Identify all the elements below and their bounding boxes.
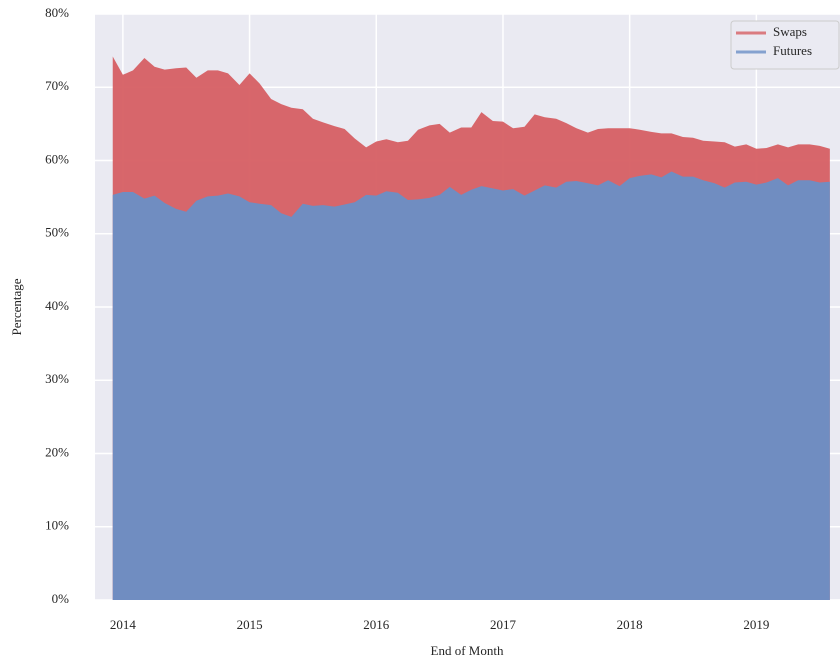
y-tick-label: 70% <box>45 78 69 93</box>
x-tick-label: 2018 <box>617 617 643 632</box>
y-tick-label: 80% <box>45 5 69 20</box>
y-tick-label: 30% <box>45 371 69 386</box>
y-tick-label: 50% <box>45 225 69 240</box>
x-axis-label: End of Month <box>431 643 504 658</box>
x-tick-label: 2019 <box>743 617 769 632</box>
y-tick-label: 20% <box>45 444 69 459</box>
legend-label: Swaps <box>773 24 807 39</box>
area <box>112 171 830 601</box>
y-tick-label: 40% <box>45 298 69 313</box>
x-tick-label: 2015 <box>237 617 263 632</box>
y-tick-label: 60% <box>45 151 69 166</box>
x-tick-label: 2014 <box>110 617 137 632</box>
y-axis-label: Percentage <box>9 278 24 335</box>
x-tick-label: 2016 <box>363 617 390 632</box>
y-tick-label: 10% <box>45 518 69 533</box>
y-tick-label: 0% <box>52 591 70 606</box>
legend-label: Futures <box>773 43 812 58</box>
x-tick-label: 2017 <box>490 617 517 632</box>
legend: Swaps Futures <box>730 20 840 70</box>
